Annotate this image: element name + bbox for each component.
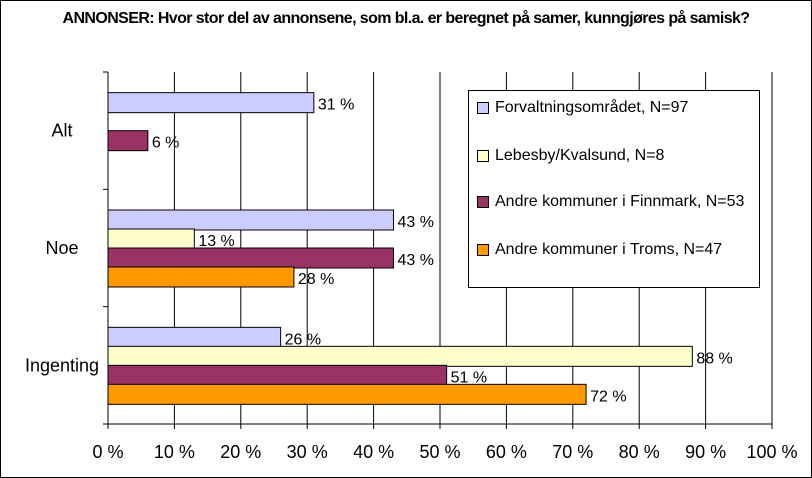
category-label: Alt: [51, 121, 72, 141]
bar: [107, 130, 149, 152]
x-tick-label: 80 %: [619, 442, 660, 462]
bar: [107, 209, 395, 231]
legend-item: Forvaltningsområdet, N=97: [477, 97, 753, 119]
data-label: 13 %: [198, 233, 234, 250]
data-label: 88 %: [696, 350, 732, 367]
data-label: 28 %: [298, 271, 334, 288]
legend-item: Andre kommuner i Troms, N=47: [477, 239, 753, 261]
bar: [107, 364, 448, 386]
bar: [107, 383, 587, 405]
x-tick-label: 30 %: [287, 442, 328, 462]
legend-swatch: [477, 244, 489, 256]
legend: Forvaltningsområdet, N=97 Lebesby/Kvalsun…: [468, 90, 760, 288]
legend-label: Andre kommuner i Troms, N=47: [495, 241, 723, 258]
value-labels: 31 % 6 % 43 % 13 % 43 % 28 % 26 % 88 % 51 % 72 %: [152, 97, 733, 406]
legend-label: Andre kommuner i Finnmark, N=53: [495, 193, 745, 210]
x-tick-label: 60 %: [486, 442, 527, 462]
legend-swatch: [477, 150, 489, 162]
chart-title: ANNONSER: Hvor stor del av annonsene, so…: [62, 10, 751, 27]
category-label: Noe: [45, 238, 78, 258]
legend-label: Forvaltningsområdet, N=97: [495, 99, 689, 116]
x-tick-label: 0 %: [92, 442, 123, 462]
category-label: Ingenting: [25, 355, 99, 375]
x-tick-label: 40 %: [353, 442, 394, 462]
data-label: 6 %: [152, 135, 180, 152]
data-label: 72 %: [590, 388, 626, 405]
data-label: 31 %: [318, 97, 354, 114]
x-tick-label: 100 %: [746, 442, 797, 462]
bar: [107, 345, 693, 367]
x-tick-label: 70 %: [552, 442, 593, 462]
bar: [107, 228, 195, 250]
legend-swatch: [477, 102, 489, 114]
x-tick-label: 10 %: [154, 442, 195, 462]
data-label: 51 %: [451, 369, 487, 386]
x-tick-label: 20 %: [220, 442, 261, 462]
x-tick-label: 50 %: [419, 442, 460, 462]
bar: [107, 266, 295, 288]
data-label: 43 %: [398, 214, 434, 231]
data-label: 43 %: [398, 252, 434, 269]
axes: 0 % 10 % 20 % 30 % 40 % 50 % 60 % 70 % 80 % 90 % 1…: [25, 71, 798, 462]
data-label: 26 %: [285, 331, 321, 348]
legend-item: Lebesby/Kvalsund, N=8: [477, 145, 753, 167]
legend-swatch: [477, 196, 489, 208]
x-tick-label: 90 %: [685, 442, 726, 462]
legend-label: Lebesby/Kvalsund, N=8: [495, 147, 665, 164]
bar: [107, 247, 395, 269]
bar: [107, 92, 315, 114]
bar: [107, 326, 282, 348]
legend-item: Andre kommuner i Finnmark, N=53: [477, 191, 753, 213]
